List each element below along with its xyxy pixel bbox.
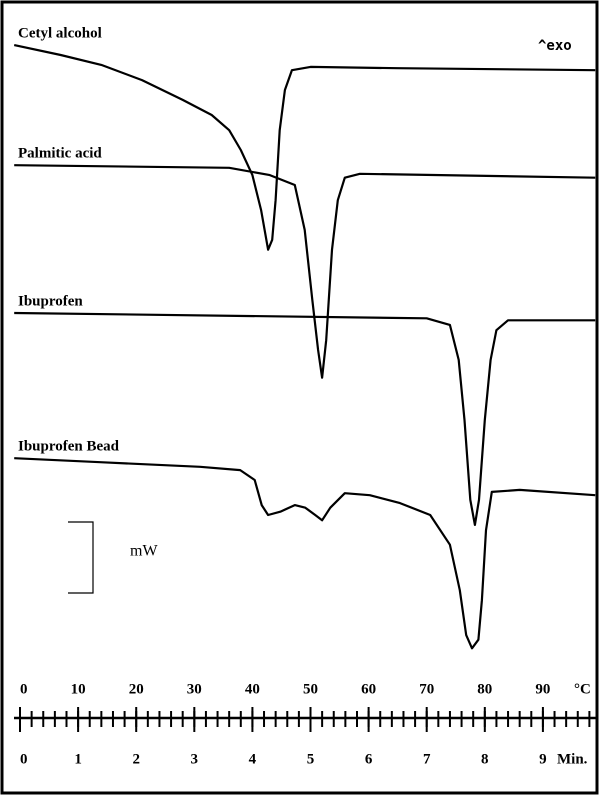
x2-tick-label: 9	[539, 751, 547, 767]
x-tick-label: 30	[187, 681, 202, 697]
annotation: ^exo	[538, 38, 572, 54]
dsc-curve	[14, 164, 596, 379]
x-tick-label: 50	[303, 681, 318, 697]
x-tick-label: 0	[20, 681, 28, 697]
x2-tick-label: 0	[20, 751, 28, 767]
x-tick-label: 80	[477, 681, 492, 697]
series-label: Ibuprofen Bead	[18, 439, 120, 455]
x2-tick-label: 5	[307, 751, 315, 767]
dsc-curve	[13, 44, 596, 251]
dsc-curve	[14, 311, 596, 526]
x-tick-label: 90	[535, 681, 550, 697]
x-tick-label: 20	[129, 681, 144, 697]
x2-tick-label: 3	[191, 751, 199, 767]
x-tick-label: 70	[419, 681, 434, 697]
series-label: Cetyl alcohol	[18, 26, 102, 42]
x-tick-label: 10	[71, 681, 86, 697]
series-label: Palmitic acid	[18, 146, 102, 162]
x2-tick-label: 7	[423, 751, 431, 767]
scale-bar-label: mW	[130, 543, 158, 560]
x2-tick-label: 1	[74, 751, 82, 767]
dsc-curve	[14, 457, 596, 650]
x-axis-label: °C	[574, 681, 591, 697]
x-tick-label: 60	[361, 681, 376, 697]
x2-tick-label: 8	[481, 751, 489, 767]
x2-tick-label: 2	[132, 751, 140, 767]
x2-tick-label: 4	[249, 751, 257, 767]
scale-bar	[68, 521, 94, 594]
x2-axis-label: Min.	[557, 751, 588, 767]
x-tick-label: 40	[245, 681, 260, 697]
x2-tick-label: 6	[365, 751, 373, 767]
series-label: Ibuprofen	[18, 293, 83, 309]
